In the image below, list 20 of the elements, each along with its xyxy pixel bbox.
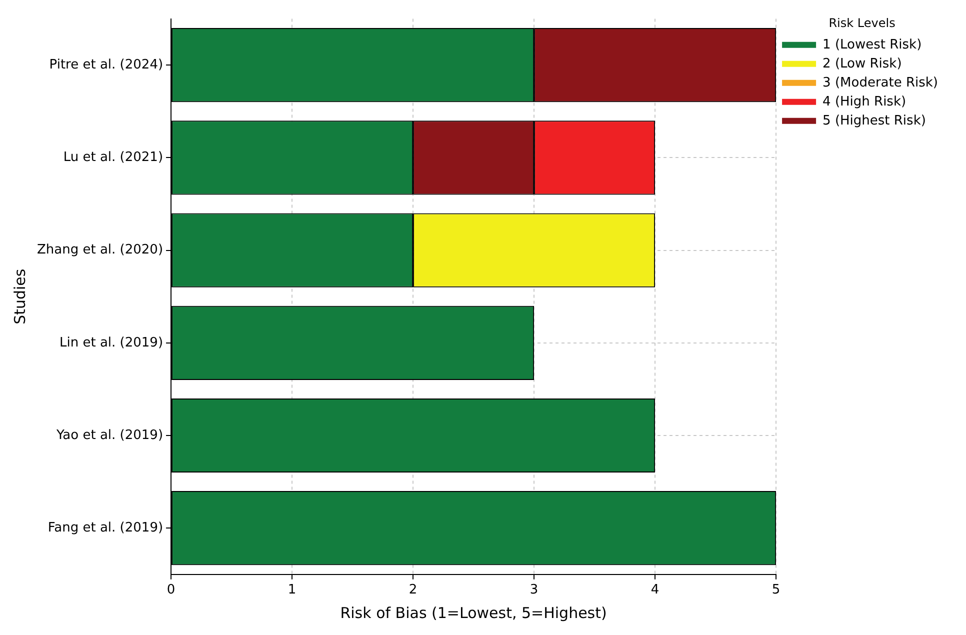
y-tick-label: Lu et al. (2021) (63, 150, 164, 166)
x-tick-label: 4 (650, 582, 660, 598)
x-tick-label: 3 (530, 582, 538, 598)
x-axis-title: Risk of Bias (1=Lowest, 5=Highest) (340, 604, 607, 622)
legend-label: 4 (High Risk) (822, 94, 906, 110)
y-tick-label: Fang et al. (2019) (48, 520, 164, 536)
x-tick-label: 5 (772, 582, 780, 598)
x-tick-label: 2 (408, 582, 418, 598)
y-tick-label: Pitre et al. (2024) (49, 57, 164, 72)
y-tick-label: Yao et al. (2019) (56, 428, 164, 443)
x-tick-label: 1 (288, 582, 296, 598)
x-tick-label: 0 (166, 582, 176, 598)
y-tick-label: Lin et al. (2019) (60, 335, 164, 350)
legend-title: Risk Levels (828, 16, 896, 30)
legend-label: 5 (Highest Risk) (822, 113, 926, 128)
legend-label: 2 (Low Risk) (822, 56, 902, 72)
y-tick-label: Zhang et al. (2020) (36, 242, 164, 258)
y-axis-title: Studies (10, 268, 29, 324)
legend-label: 1 (Lowest Risk) (822, 37, 922, 52)
legend-label: 3 (Moderate Risk) (822, 75, 938, 90)
